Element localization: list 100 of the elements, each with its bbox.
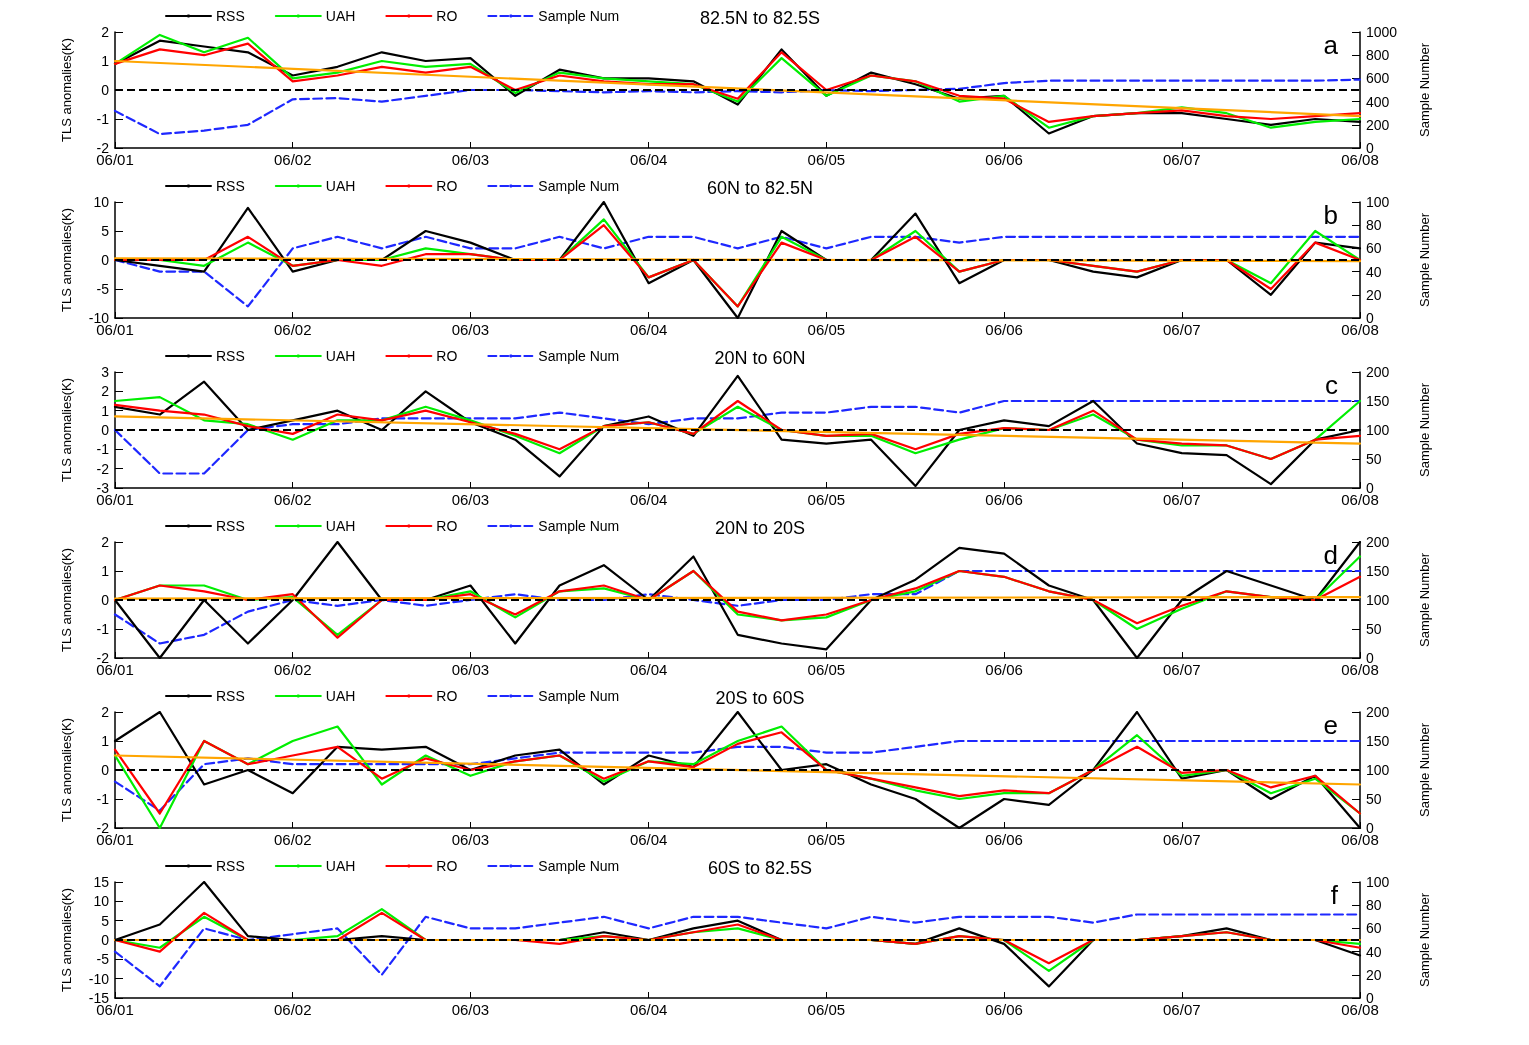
x-tick-label: 06/06 [985,831,1023,848]
x-tick-label: 06/05 [807,661,846,678]
y-tick-label: 3 [101,364,110,380]
y2-tick-label: 100 [1366,194,1390,210]
chart-title: 20N to 60N [714,348,806,368]
annotation: d [1323,540,1339,570]
x-tick-label: 06/07 [1163,491,1201,508]
y2-tick-label: 0 [1366,480,1374,496]
x-tick-label: 06/05 [807,491,846,508]
legend-label: RSS [216,518,245,534]
y-tick-label: 1 [101,733,110,749]
x-tick-label: 06/03 [451,491,490,508]
y-tick-label: 2 [101,534,110,550]
y-tick-label: -2 [96,650,110,666]
x-tick-label: 06/03 [451,321,490,338]
annotation: b [1323,200,1339,230]
x-tick-label: 06/06 [985,661,1023,678]
x-tick-label: 06/05 [807,151,846,168]
y-tick-label: 10 [93,194,110,210]
y2-tick-label: 200 [1366,364,1390,380]
y2-tick-label: 0 [1366,990,1374,1006]
y-tick-label: 1 [101,53,110,69]
legend-label: UAH [325,858,356,874]
x-tick-label: 06/04 [629,1001,668,1018]
x-tick-label: 06/02 [273,831,312,848]
y2-tick-label: 600 [1366,70,1390,87]
annotation: c [1325,370,1338,400]
legend-label: RO [436,348,458,364]
x-tick-label: 06/03 [451,151,490,168]
y2-tick-label: 20 [1366,966,1382,983]
y2-axis-title: Sample Number [1417,892,1432,987]
y2-tick-label: 400 [1366,93,1390,110]
y-tick-label: 0 [101,932,110,948]
y2-axis-title: Sample Number [1417,212,1432,307]
legend-label: UAH [325,518,356,534]
y2-tick-label: 50 [1366,791,1382,807]
y-tick-label: -2 [96,140,110,156]
y-tick-label: 2 [101,24,110,40]
annotation: f [1330,880,1339,910]
annotation: e [1323,710,1339,740]
chart-title: 82.5N to 82.5S [699,8,821,28]
x-tick-label: 06/03 [451,1001,490,1018]
y2-tick-label: 100 [1366,762,1390,778]
legend-label: RO [436,518,458,534]
x-tick-label: 06/04 [629,151,668,168]
x-tick-label: 06/07 [1163,151,1201,168]
legend-label: Sample Num [538,348,620,364]
y-tick-label: 2 [101,704,110,720]
y-tick-label: 1 [101,402,110,419]
y-axis-title: TLS anomalies(K) [59,887,74,993]
y2-axis-title: Sample Number [1417,382,1432,477]
y-tick-label: -1 [96,441,110,458]
legend-label: RSS [216,688,245,704]
legend-label: UAH [325,8,356,24]
y-tick-label: 5 [101,223,110,239]
y2-tick-label: 40 [1366,263,1382,280]
y-tick-label: -1 [96,111,110,127]
y-tick-label: -2 [96,820,110,836]
legend-label: Sample Num [538,858,620,874]
y-tick-label: -15 [88,990,110,1006]
x-tick-label: 06/02 [273,321,312,338]
y2-tick-label: 200 [1366,704,1390,720]
y-tick-label: 0 [101,82,110,98]
y2-tick-label: 150 [1366,563,1390,579]
y2-tick-label: 150 [1366,733,1390,749]
x-tick-label: 06/03 [451,661,490,678]
y2-tick-label: 0 [1366,310,1374,326]
y-tick-label: 1 [101,563,110,579]
y-tick-label: 10 [93,893,110,910]
chart-title: 60S to 82.5S [707,858,813,878]
y2-tick-label: 100 [1366,592,1390,608]
y2-tick-label: 80 [1366,897,1382,914]
x-tick-label: 06/07 [1163,321,1201,338]
y2-tick-label: 100 [1366,422,1390,438]
legend-label: RO [436,858,458,874]
y2-tick-label: 20 [1366,286,1382,303]
legend-label: Sample Num [538,518,620,534]
y2-tick-label: 50 [1366,451,1382,467]
y2-axis-title: Sample Number [1417,552,1432,647]
x-tick-label: 06/04 [629,491,668,508]
y-axis-title: TLS anomalies(K) [59,547,74,653]
x-tick-label: 06/06 [985,151,1023,168]
y2-tick-label: 150 [1366,393,1390,409]
y2-tick-label: 200 [1366,116,1390,133]
legend-label: UAH [325,348,356,364]
y-tick-label: -10 [88,970,110,987]
legend-label: UAH [325,688,356,704]
line-series [113,78,1362,136]
y2-tick-label: 80 [1366,217,1382,234]
x-tick-label: 06/06 [985,321,1023,338]
y-tick-label: 0 [101,252,110,268]
y-tick-label: 2 [101,383,110,400]
legend-label: RSS [216,8,245,24]
y-tick-label: -10 [88,310,110,326]
y-tick-label: -3 [96,480,110,496]
line-series [113,399,1362,475]
x-tick-label: 06/06 [985,1001,1023,1018]
y-axis-title: TLS anomalies(K) [59,717,74,823]
y2-tick-label: 100 [1366,874,1390,890]
y-tick-label: -5 [96,951,110,968]
